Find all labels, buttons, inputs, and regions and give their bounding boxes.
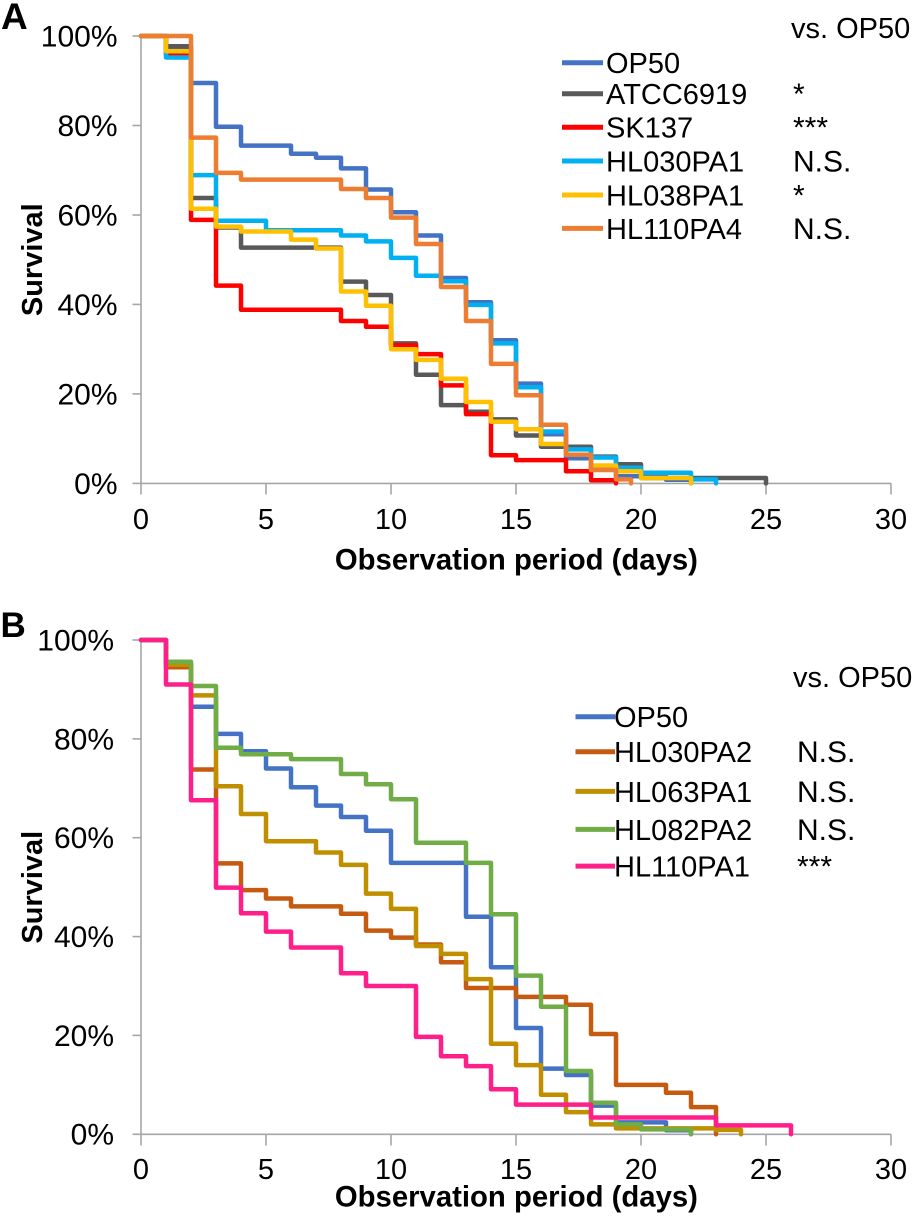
svg-text:10: 10 xyxy=(375,504,407,536)
svg-text:25: 25 xyxy=(750,504,782,536)
svg-text:Survival: Survival xyxy=(17,203,49,316)
svg-text:0%: 0% xyxy=(71,1119,114,1152)
svg-text:40%: 40% xyxy=(57,289,117,322)
svg-text:HL110PA4: HL110PA4 xyxy=(606,214,742,246)
svg-text:60%: 60% xyxy=(57,199,117,232)
svg-text:30: 30 xyxy=(875,504,907,536)
svg-text:40%: 40% xyxy=(54,921,114,954)
svg-text:HL063PA1: HL063PA1 xyxy=(614,777,752,809)
svg-text:HL030PA1: HL030PA1 xyxy=(606,146,744,178)
svg-text:5: 5 xyxy=(258,504,274,536)
svg-text:0: 0 xyxy=(133,1154,149,1186)
svg-text:15: 15 xyxy=(500,1154,532,1186)
svg-text:SK137: SK137 xyxy=(606,113,693,145)
svg-text:*: * xyxy=(793,78,805,111)
svg-text:HL110PA1: HL110PA1 xyxy=(614,852,750,884)
svg-text:0: 0 xyxy=(133,504,149,536)
svg-text:100%: 100% xyxy=(41,20,118,53)
svg-text:60%: 60% xyxy=(54,822,114,855)
svg-text:0%: 0% xyxy=(74,468,117,501)
svg-text:OP50: OP50 xyxy=(606,48,680,80)
svg-text:Observation period (days): Observation period (days) xyxy=(335,544,698,577)
svg-text:20%: 20% xyxy=(57,378,117,411)
svg-text:A: A xyxy=(1,0,28,37)
svg-text:Observation period (days): Observation period (days) xyxy=(335,1181,698,1214)
svg-text:20: 20 xyxy=(625,504,657,536)
svg-text:N.S.: N.S. xyxy=(793,213,851,246)
svg-text:***: *** xyxy=(793,112,828,145)
svg-text:*: * xyxy=(793,179,805,212)
svg-text:15: 15 xyxy=(500,504,532,536)
svg-text:N.S.: N.S. xyxy=(797,736,855,769)
svg-text:10: 10 xyxy=(375,1154,407,1186)
svg-text:20: 20 xyxy=(625,1154,657,1186)
svg-text:80%: 80% xyxy=(57,110,117,143)
svg-text:25: 25 xyxy=(750,1154,782,1186)
svg-text:vs. OP50: vs. OP50 xyxy=(793,662,912,694)
svg-text:N.S.: N.S. xyxy=(793,145,851,178)
svg-text:***: *** xyxy=(797,851,832,884)
svg-text:vs. OP50: vs. OP50 xyxy=(791,13,910,45)
svg-text:100%: 100% xyxy=(37,624,114,657)
svg-text:30: 30 xyxy=(875,1154,907,1186)
svg-text:OP50: OP50 xyxy=(614,702,688,734)
svg-text:80%: 80% xyxy=(54,723,114,756)
svg-text:N.S.: N.S. xyxy=(797,814,855,847)
svg-text:Survival: Survival xyxy=(17,831,49,944)
svg-text:HL082PA2: HL082PA2 xyxy=(614,815,752,847)
svg-text:HL030PA2: HL030PA2 xyxy=(614,737,752,769)
svg-text:HL038PA1: HL038PA1 xyxy=(606,180,744,212)
svg-text:N.S.: N.S. xyxy=(797,776,855,809)
svg-text:ATCC6919: ATCC6919 xyxy=(606,79,747,111)
svg-text:20%: 20% xyxy=(54,1020,114,1053)
svg-text:5: 5 xyxy=(258,1154,274,1186)
svg-text:B: B xyxy=(1,606,26,645)
